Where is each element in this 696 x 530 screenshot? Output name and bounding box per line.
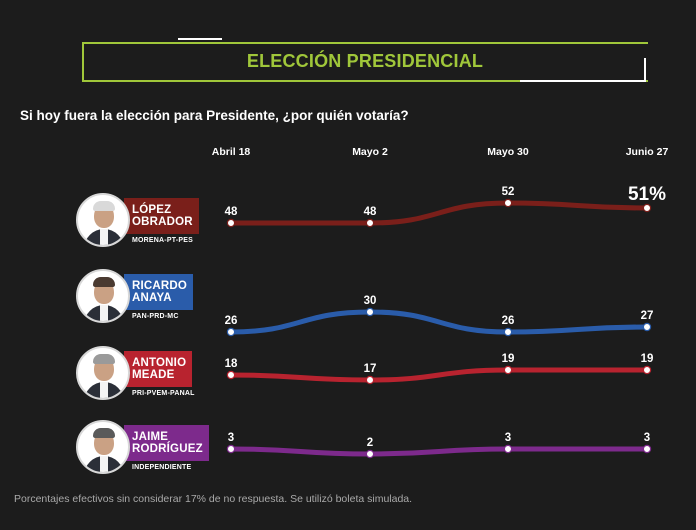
series-line — [228, 200, 650, 226]
data-label: 51% — [628, 184, 666, 205]
candidate-party: INDEPENDIENTE — [132, 464, 192, 471]
data-label: 26 — [502, 315, 515, 327]
portrait-icon — [76, 193, 130, 247]
candidate-name-line1: ANTONIO — [132, 356, 187, 369]
data-point — [642, 203, 652, 213]
portrait-icon — [76, 269, 130, 323]
data-point — [226, 444, 236, 454]
series-line — [228, 446, 650, 457]
data-label: 52 — [502, 186, 515, 198]
data-point — [503, 198, 513, 208]
data-point — [365, 307, 375, 317]
candidate-label: JAIME RODRÍGUEZ — [124, 425, 209, 461]
data-point — [503, 327, 513, 337]
candidate-party: MORENA-PT-PES — [132, 237, 193, 244]
candidate-ricardo-anaya: RICARDO ANAYA PAN-PRD-MC — [76, 269, 196, 325]
data-point — [365, 375, 375, 385]
candidate-label: RICARDO ANAYA — [124, 274, 194, 310]
candidate-party: PAN-PRD-MC — [132, 313, 179, 320]
candidate-name-line2: OBRADOR — [132, 216, 193, 228]
data-label: 18 — [225, 358, 238, 370]
data-label: 3 — [505, 432, 511, 444]
x-tick-label: Mayo 30 — [487, 146, 529, 158]
candidate-name-line2: RODRÍGUEZ — [132, 443, 203, 455]
data-point — [503, 444, 513, 454]
data-point — [365, 449, 375, 459]
page-title: ELECCIÓN PRESIDENCIAL — [246, 51, 484, 71]
data-label: 17 — [364, 363, 377, 375]
data-point — [226, 218, 236, 228]
data-point — [226, 327, 236, 337]
candidate-label: LÓPEZ OBRADOR — [124, 198, 199, 234]
title-frame-accent — [178, 38, 222, 40]
footnote: Porcentajes efectivos sin considerar 17%… — [14, 493, 413, 505]
candidate-name-line2: MEADE — [132, 369, 175, 381]
data-label: 3 — [228, 432, 234, 444]
data-point — [642, 322, 652, 332]
candidate-jaime-rodriguez: JAIME RODRÍGUEZ INDEPENDIENTE — [76, 420, 209, 476]
data-point — [365, 218, 375, 228]
data-point — [503, 365, 513, 375]
series-line — [228, 367, 650, 383]
survey-question: Si hoy fuera la elección para Presidente… — [20, 108, 409, 123]
data-label: 19 — [641, 353, 654, 365]
title-frame-right — [644, 58, 646, 82]
candidate-label: ANTONIO MEADE — [124, 351, 193, 387]
candidate-lopez-obrador: LÓPEZ OBRADOR MORENA-PT-PES — [76, 193, 199, 249]
data-label: 2 — [367, 437, 373, 449]
x-tick-label: Mayo 2 — [352, 146, 388, 158]
title-frame-bottom-right — [520, 80, 646, 82]
candidate-name-line1: LÓPEZ — [132, 203, 172, 216]
data-label: 3 — [644, 432, 650, 444]
title-frame — [82, 42, 648, 82]
candidate-party: PRI-PVEM-PANAL — [132, 390, 195, 397]
candidate-antonio-meade: ANTONIO MEADE PRI-PVEM-PANAL — [76, 346, 196, 402]
data-label: 30 — [364, 295, 377, 307]
candidate-name-line2: ANAYA — [132, 292, 172, 304]
candidate-name-line1: JAIME — [132, 430, 169, 443]
data-label: 48 — [225, 206, 238, 218]
data-point — [226, 370, 236, 380]
data-point — [642, 365, 652, 375]
x-tick-label: Junio 27 — [626, 146, 669, 158]
data-label: 27 — [641, 310, 654, 322]
data-label: 26 — [225, 315, 238, 327]
portrait-icon — [76, 420, 130, 474]
candidate-name-line1: RICARDO — [132, 279, 188, 292]
data-point — [642, 444, 652, 454]
series-line — [228, 309, 650, 335]
portrait-icon — [76, 346, 130, 400]
data-label: 48 — [364, 206, 377, 218]
data-label: 19 — [502, 353, 515, 365]
x-tick-label: Abril 18 — [212, 146, 251, 158]
